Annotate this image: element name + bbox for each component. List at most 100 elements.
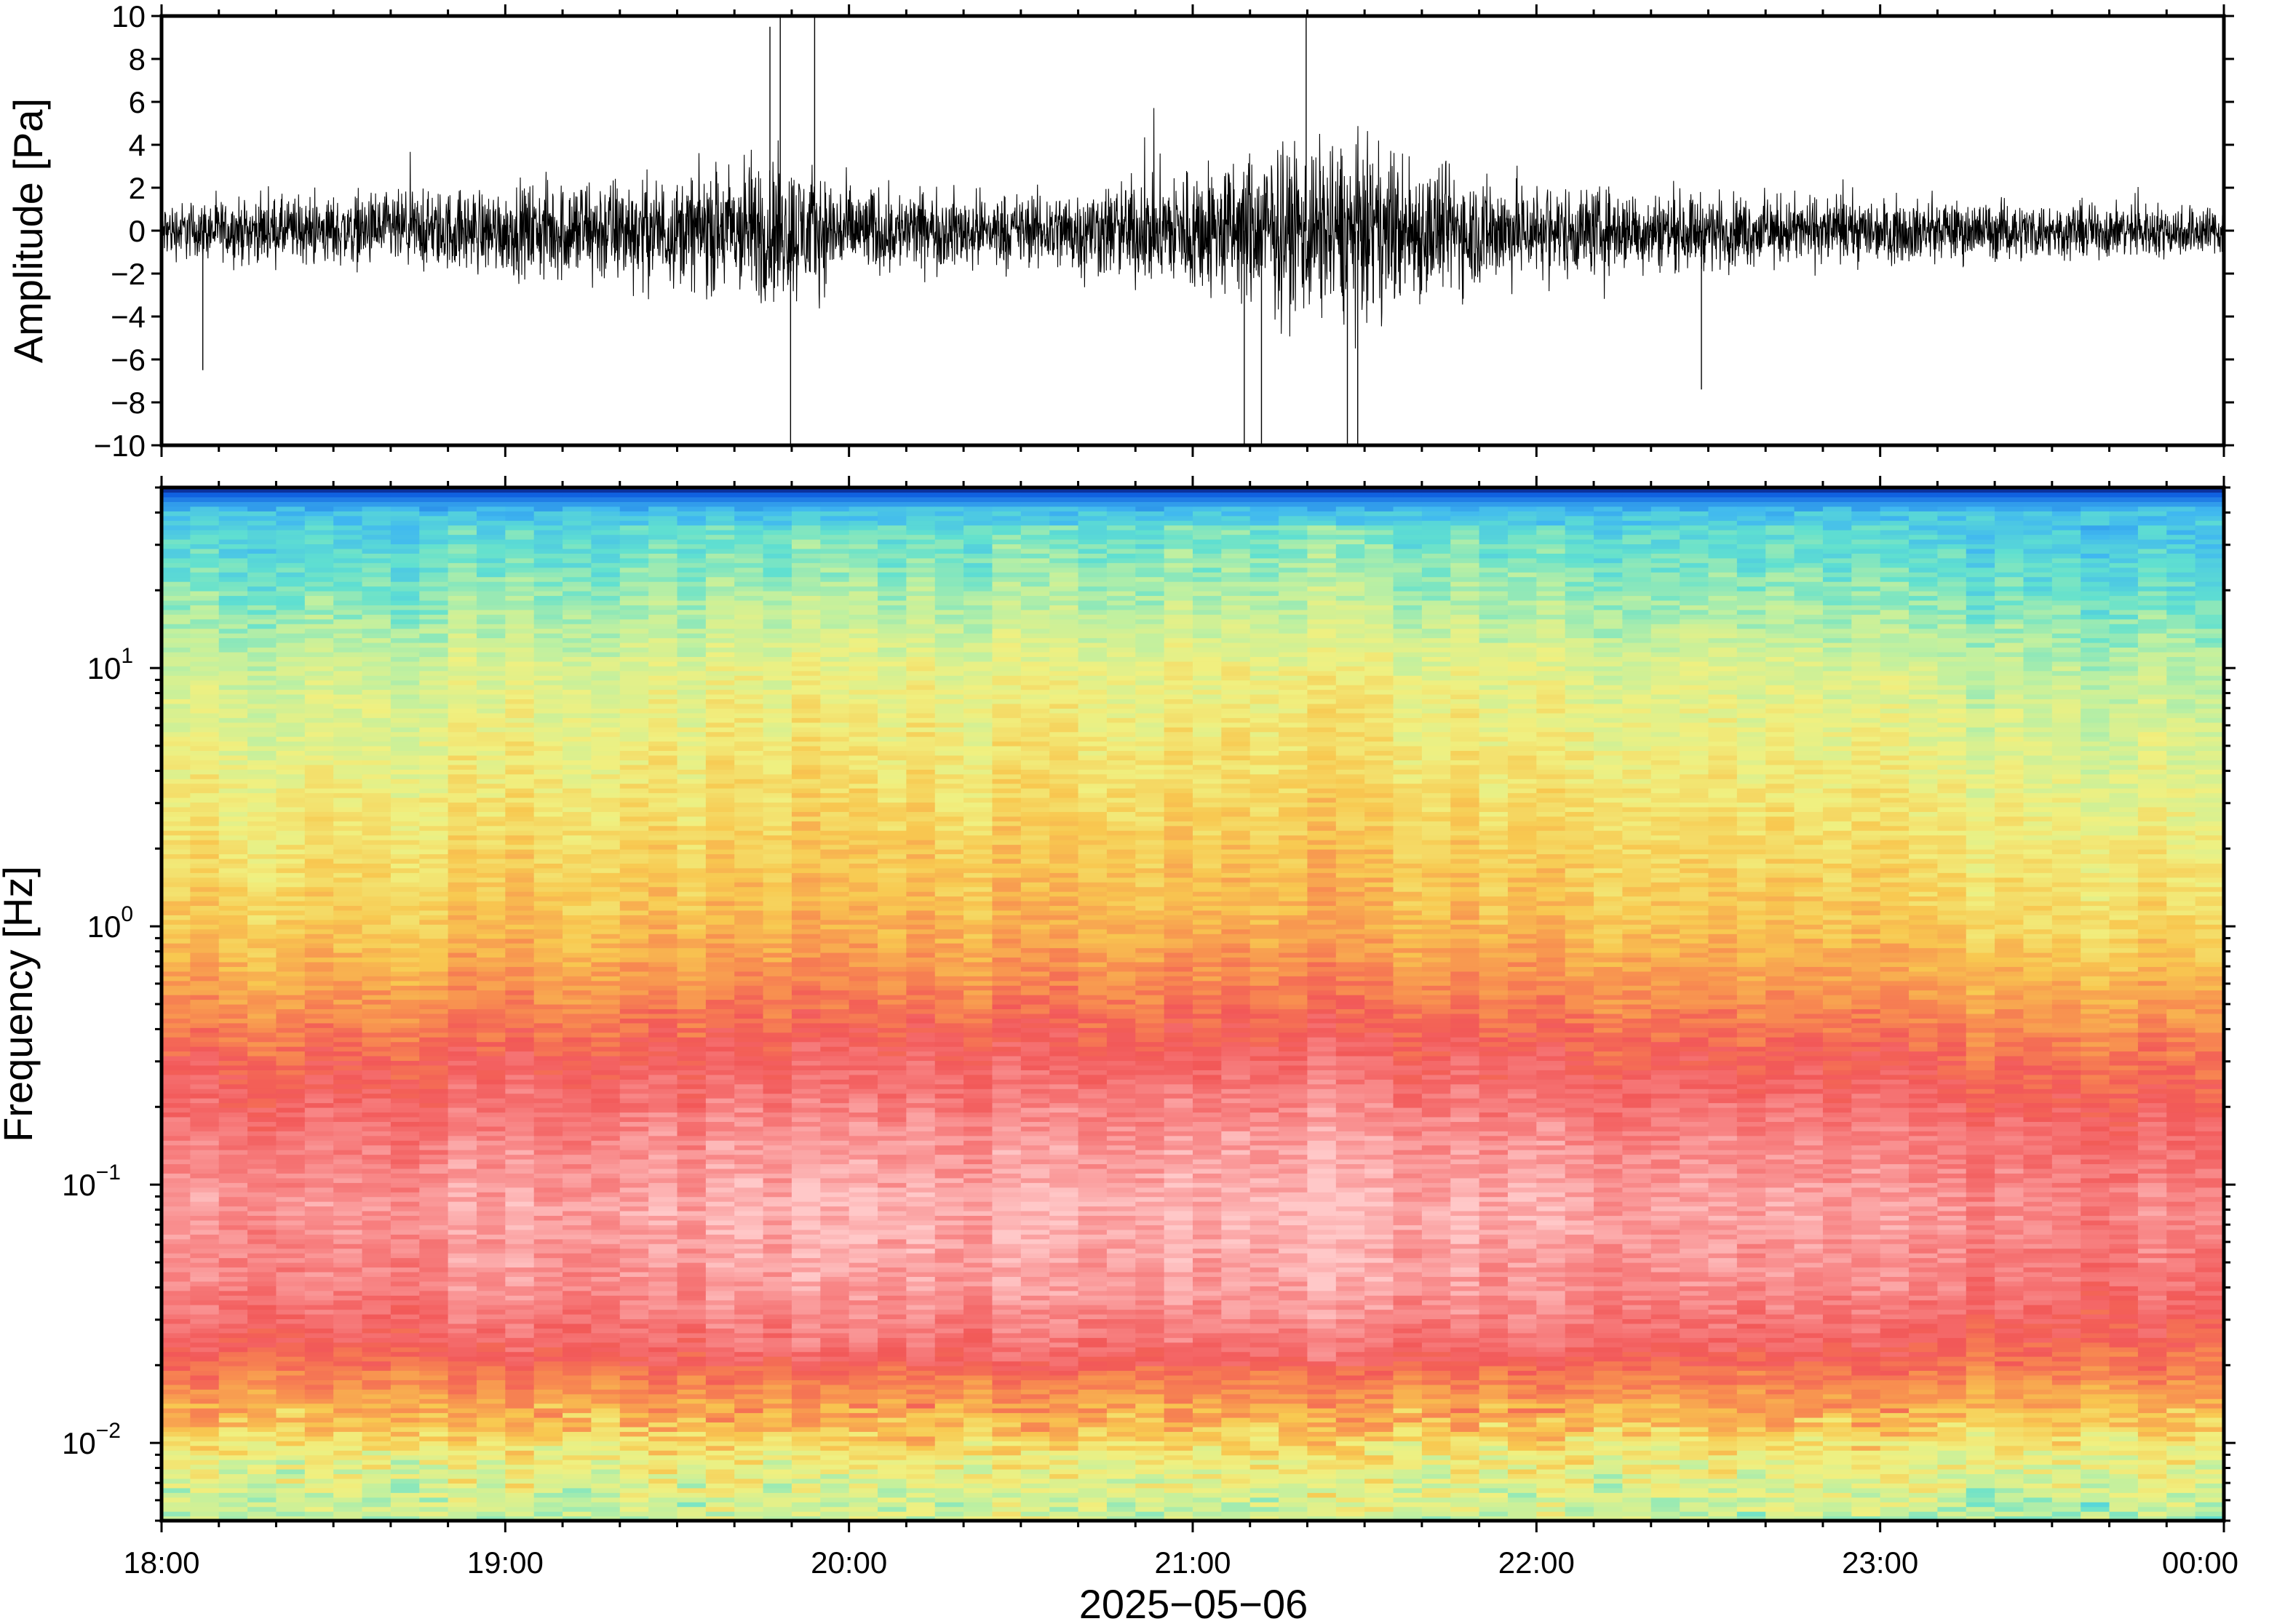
- spectrogram-column: [1794, 487, 1824, 1521]
- x-tick-label: 22:00: [1498, 1545, 1575, 1580]
- spectrogram-column: [2051, 487, 2081, 1521]
- waveform-y-tick-label: −10: [94, 429, 146, 463]
- spectrogram-column: [1736, 487, 1766, 1521]
- waveform-y-tick-label: 6: [129, 85, 146, 119]
- waveform-y-tick-label: −2: [111, 257, 146, 291]
- spectrogram-column: [1135, 487, 1165, 1521]
- waveform-y-axis-title: Amplitude [Pa]: [5, 98, 51, 363]
- spectrogram-column: [1650, 487, 1680, 1521]
- spectrogram-y-tick-label: 101: [87, 644, 133, 685]
- spectrogram-column: [505, 487, 535, 1521]
- spectrogram-column: [304, 487, 334, 1521]
- spectrogram-column: [2081, 487, 2110, 1521]
- spectrogram-y-tick-label: 10−1: [62, 1161, 121, 1202]
- spectrogram-column: [1966, 487, 1995, 1521]
- waveform-y-tick-label: 4: [129, 128, 146, 162]
- x-axis-title: 2025−05−06: [1079, 1581, 1308, 1624]
- waveform-y-tick-label: 2: [129, 171, 146, 205]
- spectrogram-column: [677, 487, 707, 1521]
- spectrogram-column: [2109, 487, 2139, 1521]
- spectrogram-column: [934, 487, 964, 1521]
- spectrogram-column: [763, 487, 792, 1521]
- spectrogram-y-ticks: 101 100 10−1 10−2: [62, 486, 2236, 1522]
- waveform-y-tick-label: 10: [111, 0, 146, 33]
- waveform-y-tick-label: −4: [111, 300, 146, 334]
- spectrogram-column: [648, 487, 678, 1521]
- waveform-y-tick-label: 0: [129, 214, 146, 248]
- spectrogram-column: [878, 487, 907, 1521]
- spectrogram-column: [1880, 487, 1910, 1521]
- spectrogram-column: [1479, 487, 1509, 1521]
- spectrogram-column: [1765, 487, 1795, 1521]
- spectrogram-column: [362, 487, 392, 1521]
- waveform-y-tick-label: 8: [129, 42, 146, 76]
- spectrogram-column: [1164, 487, 1193, 1521]
- spectrogram-column: [190, 487, 220, 1521]
- spectrogram-column: [448, 487, 477, 1521]
- spectrogram-column: [1565, 487, 1594, 1521]
- spectrogram-column: [1393, 487, 1423, 1521]
- spectrogram-column: [1536, 487, 1566, 1521]
- waveform-y-ticks: 10 8 6 4 2 0 −2 −4 −6 −8 −10: [94, 0, 2234, 463]
- spectrogram-heatmap: [162, 487, 2225, 1521]
- waveform-trace: [161, 16, 2225, 445]
- spectrogram-x-ticks: 18:00 19:00 20:00 21:00 22:00 23:00 00:00: [123, 476, 2238, 1580]
- spectrogram-column: [2166, 487, 2196, 1521]
- spectrogram-column: [1995, 487, 2024, 1521]
- spectrogram-column: [476, 487, 506, 1521]
- spectrogram-column: [992, 487, 1022, 1521]
- spectrogram-column: [1193, 487, 1222, 1521]
- spectrogram-y-tick-label: 100: [87, 902, 133, 944]
- x-tick-label: 18:00: [123, 1545, 199, 1580]
- spectrogram-column: [247, 487, 277, 1521]
- x-tick-label: 23:00: [1842, 1545, 1918, 1580]
- spectrogram-y-axis-title: Frequency [Hz]: [0, 866, 41, 1142]
- spectrogram-column: [419, 487, 449, 1521]
- spectrogram-column: [218, 487, 248, 1521]
- spectrogram-column: [1221, 487, 1251, 1521]
- spectrogram-column: [162, 487, 191, 1521]
- spectrogram-column: [1279, 487, 1308, 1521]
- spectrogram-column: [705, 487, 735, 1521]
- spectrogram-y-tick-label: 10−2: [62, 1419, 121, 1460]
- spectrogram-column: [1106, 487, 1136, 1521]
- spectrogram-column: [734, 487, 764, 1521]
- spectrogram-column: [1450, 487, 1480, 1521]
- spectrogram-column: [591, 487, 621, 1521]
- spectrogram-column: [849, 487, 878, 1521]
- spectrogram-column: [1421, 487, 1451, 1521]
- spectrogram-column: [1622, 487, 1652, 1521]
- x-tick-label: 20:00: [811, 1545, 887, 1580]
- spectrogram-column: [820, 487, 850, 1521]
- spectrogram-column: [963, 487, 993, 1521]
- spectrogram-column: [1049, 487, 1079, 1521]
- spectrogram-column: [1937, 487, 1967, 1521]
- spectrogram-column: [619, 487, 649, 1521]
- spectrogram-column: [1822, 487, 1852, 1521]
- spectrogram-column: [1909, 487, 1938, 1521]
- waveform-x-ticks: [160, 4, 2225, 457]
- spectrogram-column: [276, 487, 306, 1521]
- spectrogram-column: [563, 487, 592, 1521]
- waveform-panel: 10 8 6 4 2 0 −2 −4 −6 −8 −10 Amplitude [Pa]: [5, 0, 2234, 463]
- x-tick-label: 19:00: [467, 1545, 544, 1580]
- spectrogram-column: [1708, 487, 1738, 1521]
- spectrogram-column: [390, 487, 420, 1521]
- spectrogram-column: [1078, 487, 1108, 1521]
- spectrogram-column: [2137, 487, 2167, 1521]
- spectrogram-column: [1020, 487, 1050, 1521]
- x-tick-label: 00:00: [2162, 1545, 2238, 1580]
- spectrogram-column: [1851, 487, 1881, 1521]
- spectrogram-column: [791, 487, 821, 1521]
- spectrogram-column: [1507, 487, 1537, 1521]
- spectrogram-column: [2195, 487, 2225, 1521]
- spectrogram-column: [2023, 487, 2053, 1521]
- waveform-line: [161, 108, 2225, 349]
- spectrogram-column: [1594, 487, 1624, 1521]
- spectrogram-column: [906, 487, 936, 1521]
- waveform-y-tick-label: −6: [111, 343, 146, 377]
- spectrogram-column: [1335, 487, 1365, 1521]
- spectrogram-column: [1249, 487, 1279, 1521]
- spectrogram-column: [333, 487, 363, 1521]
